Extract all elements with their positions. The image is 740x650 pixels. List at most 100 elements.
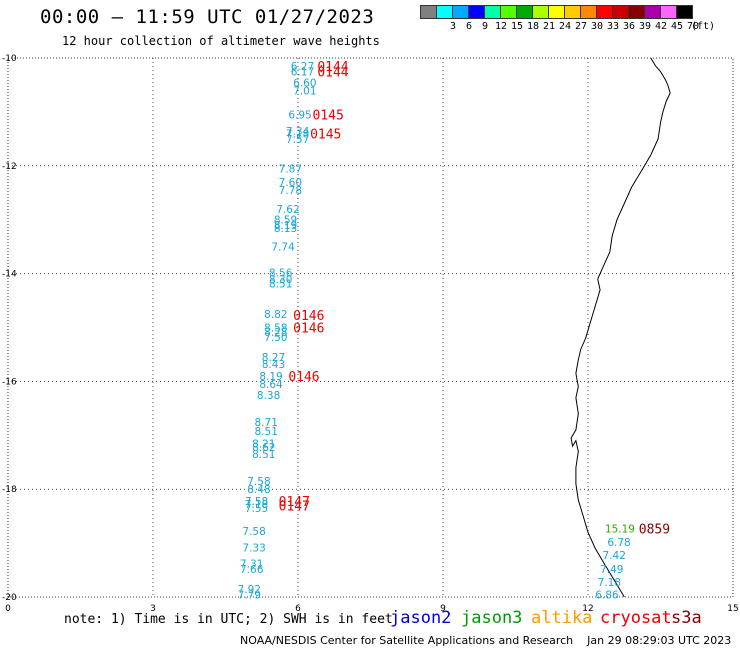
y-tick-label: -16: [2, 377, 17, 387]
swh-value: 8.28: [264, 327, 287, 339]
scale-label: 42: [654, 21, 668, 32]
x-tick-label: 15: [727, 604, 738, 614]
y-tick-label: -14: [2, 270, 17, 280]
swh-value: 6.27: [291, 61, 314, 73]
axis-ticks: 0 3 6 9 12 15 -10 -12 -14 -16 -18 -20: [2, 54, 739, 614]
scale-label: 30: [590, 21, 604, 32]
scale-label: 9: [481, 21, 489, 32]
y-tick-label: -20: [2, 593, 17, 603]
swh-value: 8.19: [259, 371, 282, 383]
swh-value: 7.66: [240, 564, 264, 576]
swh-value: 8.13: [274, 223, 297, 235]
map-grid: [7, 57, 734, 598]
swh-value: 8.38: [257, 390, 280, 402]
swh-value: 6.60: [293, 77, 316, 89]
satellite-jason2: jason2: [390, 608, 452, 628]
swh-value: 8.51: [252, 449, 275, 461]
swh-value: 8.59: [274, 215, 297, 227]
scale-label: 12: [494, 21, 508, 32]
x-tick-label: 12: [582, 604, 593, 614]
swh-points: 6.276.176.607.016.957.347.187.577.877.60…: [238, 61, 635, 601]
swh-value: 8.48: [247, 484, 270, 496]
pass-time-label: 0145: [313, 109, 344, 124]
y-tick-label: -12: [2, 162, 17, 172]
swh-value: 7.50: [264, 332, 287, 344]
scale-label: 45: [670, 21, 684, 32]
swh-value: 7.18: [245, 499, 268, 511]
satellite-jason3: jason3: [461, 608, 523, 628]
swh-value: 7.31: [240, 559, 263, 571]
map-frame: [7, 57, 734, 598]
swh-value: 6.86: [595, 589, 619, 601]
swh-value: 8.51: [269, 278, 292, 290]
x-tick-label: 0: [5, 604, 11, 614]
swh-value: 7.34: [286, 126, 310, 138]
satellite-cryosat: cryosat: [600, 608, 672, 628]
scale-label: 36: [622, 21, 636, 32]
scale-label: 3: [449, 21, 457, 32]
x-tick-label: 6: [295, 604, 301, 614]
scale-label: 24: [558, 21, 572, 32]
swh-value: 6.78: [607, 537, 630, 549]
swh-value: 8.56: [269, 268, 293, 280]
swh-value: 8.19: [274, 220, 297, 232]
color-scale-bar: [420, 5, 693, 19]
swh-value: 8.21: [252, 438, 275, 450]
pass-time-label: 0147: [279, 499, 310, 514]
swh-value: 8.71: [255, 417, 278, 429]
swh-value: 7.42: [603, 550, 626, 562]
scale-label: 18: [526, 21, 540, 32]
coastline-path: [570, 57, 671, 598]
swh-value: 7.62: [276, 204, 299, 216]
y-tick-label: -10: [2, 54, 17, 64]
pass-time-label: 0144: [317, 60, 348, 75]
swh-value-jason3: 15.19: [605, 524, 635, 536]
credit-line: NOAA/NESDIS Center for Satellite Applica…: [240, 634, 732, 647]
pass-time-label: 0144: [317, 65, 348, 80]
scale-label: 6: [465, 21, 473, 32]
scale-label: 33: [606, 21, 620, 32]
satellite-altika: altika: [531, 608, 593, 628]
swh-value: 7.49: [600, 564, 623, 576]
swh-value: 7.74: [271, 242, 295, 254]
swh-value: 7.01: [293, 85, 316, 97]
swh-value: 7.58: [242, 526, 265, 538]
swh-value: 8.82: [264, 309, 287, 321]
swh-value: 7.78: [279, 185, 302, 197]
pass-time-label: 0859: [639, 523, 670, 538]
swh-value: 8.27: [262, 352, 285, 364]
swh-value: 7.87: [279, 163, 302, 175]
satellite-s3a: s3a: [671, 608, 702, 628]
pass-time-label: 0146: [293, 322, 324, 337]
swh-value: 7.55: [245, 503, 268, 515]
swh-value: 7.58: [245, 496, 268, 508]
x-tick-label: 3: [150, 604, 156, 614]
coastline: [570, 57, 671, 598]
scale-label: 21: [542, 21, 556, 32]
swh-value: 8.43: [262, 359, 285, 371]
scale-label: 70: [686, 21, 700, 32]
x-tick-label: 9: [440, 604, 446, 614]
scale-unit: (ft): [690, 21, 716, 32]
swh-value: 7.60: [279, 177, 302, 189]
scale-label: 27: [574, 21, 588, 32]
swh-value: 7.79: [238, 589, 261, 601]
pass-time-label: 0145: [310, 127, 341, 142]
map-subtitle: 12 hour collection of altimeter wave hei…: [62, 34, 380, 48]
footer-note: note: 1) Time is in UTC; 2) SWH is in fe…: [64, 612, 393, 627]
swh-value: 7.57: [286, 134, 309, 146]
swh-value: 8.64: [259, 379, 283, 391]
swh-value: 8.51: [255, 426, 278, 438]
pass-time-label: 0146: [293, 309, 324, 324]
scale-label: 15: [510, 21, 524, 32]
swh-value: 7.18: [598, 577, 621, 589]
swh-value: 6.17: [291, 66, 314, 78]
swh-value: 8.58: [264, 323, 287, 335]
map-title: 00:00 – 11:59 UTC 01/27/2023: [40, 6, 375, 28]
swh-value: 7.18: [286, 128, 309, 140]
swh-value: 6.95: [288, 110, 311, 122]
swh-value: 7.58: [247, 476, 270, 488]
pass-time-label: 0147: [279, 495, 310, 510]
